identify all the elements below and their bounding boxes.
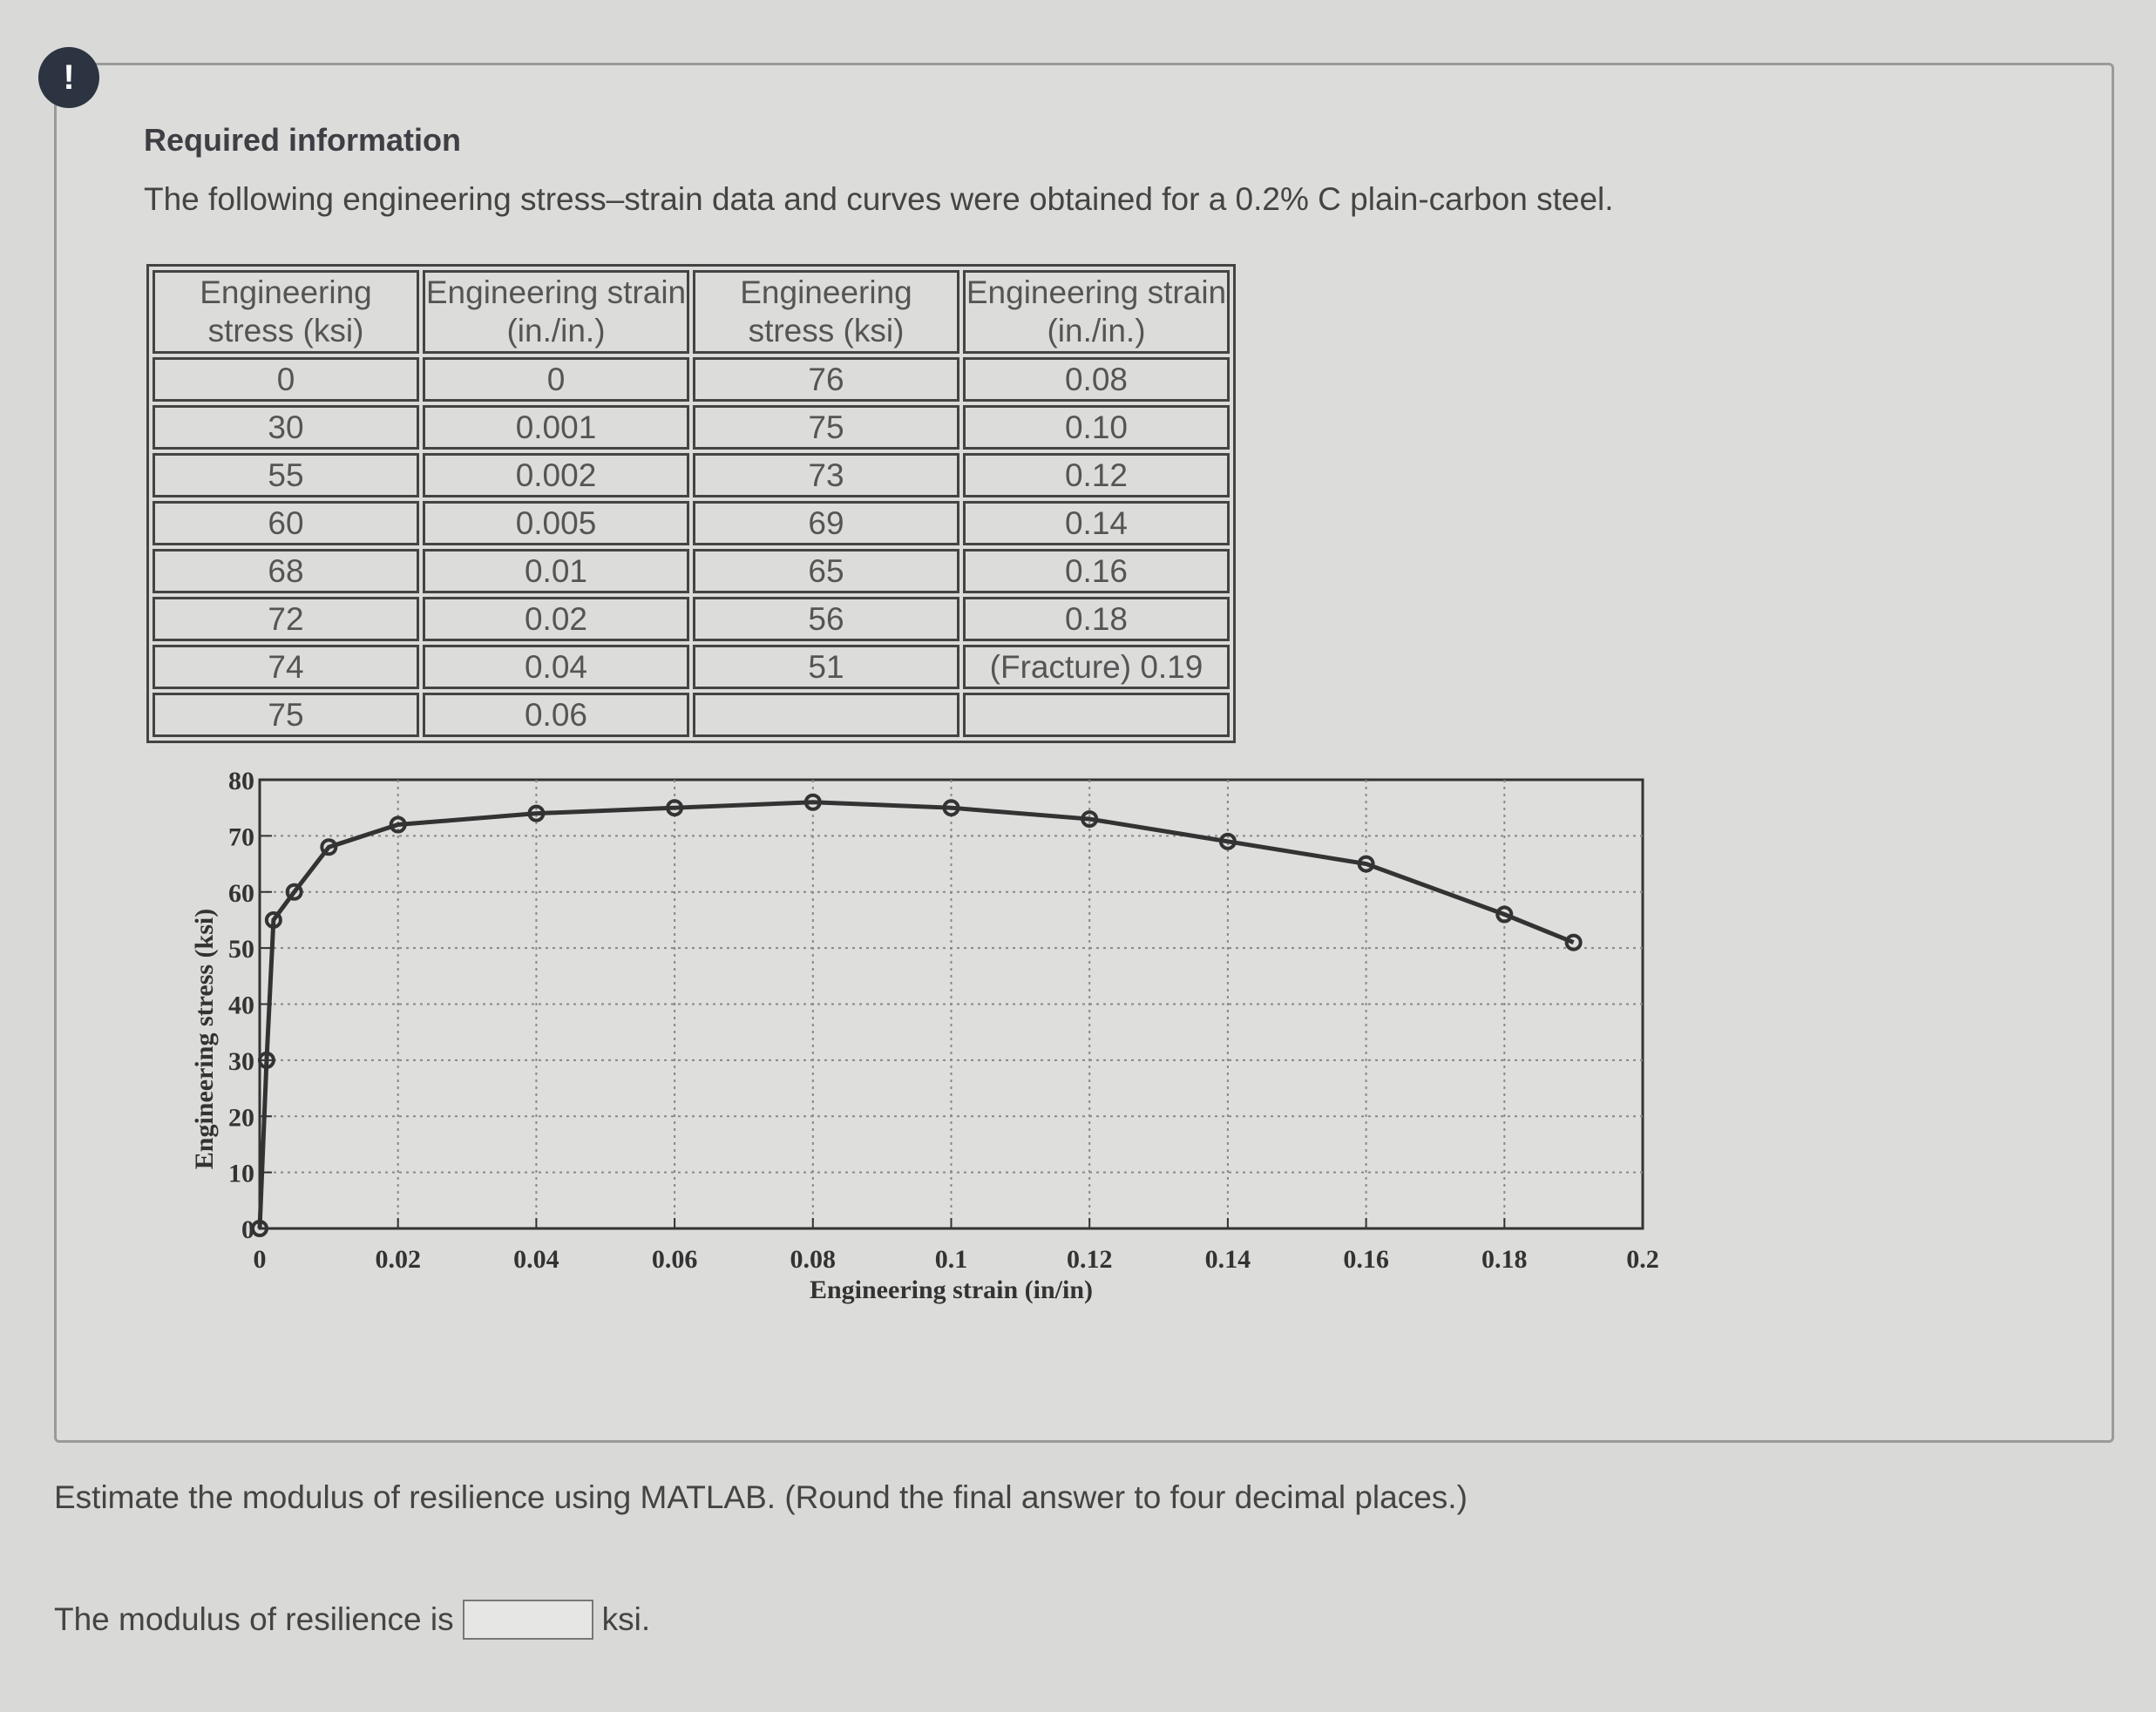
table-cell: (Fracture) 0.19 [963, 645, 1230, 689]
data-point [666, 799, 684, 817]
y-tick-label: 80 [228, 767, 254, 795]
x-tick-label: 0.02 [375, 1245, 421, 1274]
data-point [1218, 832, 1237, 850]
y-tick-label: 20 [228, 1103, 254, 1132]
data-point [1564, 933, 1583, 951]
table-cell: 75 [693, 405, 959, 450]
data-table: Engineering stress (ksi) Engineering stra… [146, 264, 1236, 743]
answer-unit: ksi. [601, 1601, 651, 1637]
table-row: 72 0.02 56 0.18 [153, 597, 1230, 641]
data-point [320, 838, 338, 856]
table-row: 74 0.04 51 (Fracture) 0.19 [153, 645, 1230, 689]
y-tick-label: 30 [228, 1047, 254, 1076]
table-cell: 60 [153, 501, 419, 545]
section-title: Required information [144, 122, 462, 158]
table-row: 60 0.005 69 0.14 [153, 501, 1230, 545]
data-point [1357, 855, 1375, 873]
table-cell: 0.14 [963, 501, 1230, 545]
x-tick-label: 0.1 [935, 1245, 968, 1274]
y-tick-label: 10 [228, 1160, 254, 1188]
x-axis-label: Engineering strain (in/in) [810, 1276, 1093, 1304]
y-tick-label: 50 [228, 935, 254, 964]
table-cell: 69 [693, 501, 959, 545]
table-cell: 51 [693, 645, 959, 689]
table-row: 30 0.001 75 0.10 [153, 405, 1230, 450]
alert-icon: ! [38, 47, 99, 108]
table-cell: 0.08 [963, 357, 1230, 402]
question-text: Estimate the modulus of resilience using… [54, 1479, 1468, 1515]
answer-input[interactable] [462, 1600, 593, 1640]
x-tick-label: 0.16 [1343, 1245, 1389, 1274]
x-tick-label: 0.2 [1626, 1245, 1659, 1274]
answer-row: The modulus of resilience is ksi. [54, 1600, 650, 1640]
data-line [257, 800, 1575, 1229]
table-cell: 0.005 [423, 501, 689, 545]
table-cell: 0.01 [423, 549, 689, 593]
table-cell [693, 693, 959, 737]
table-cell: 0 [153, 357, 419, 402]
data-point [264, 910, 282, 929]
table-row: 75 0.06 [153, 693, 1230, 737]
table-cell: 75 [153, 693, 419, 737]
data-point [803, 793, 822, 811]
y-axis-label: Engineering stress (ksi) [190, 909, 219, 1169]
table-cell: 0.001 [423, 405, 689, 450]
table-cell: 0.02 [423, 597, 689, 641]
data-point [942, 799, 960, 817]
x-tick-label: 0.04 [513, 1245, 559, 1274]
data-point [1495, 905, 1514, 924]
table-cell: 72 [153, 597, 419, 641]
table-cell: 74 [153, 645, 419, 689]
column-header: Engineering stress (ksi) [153, 270, 419, 354]
table-cell: 30 [153, 405, 419, 450]
table-cell: 0.002 [423, 453, 689, 497]
table-cell: 0.06 [423, 693, 689, 737]
table-cell: 0.18 [963, 597, 1230, 641]
x-tick-label: 0.18 [1481, 1245, 1528, 1274]
y-tick-label: 0 [241, 1215, 254, 1244]
answer-prefix: The modulus of resilience is [54, 1601, 454, 1637]
table-cell: 76 [693, 357, 959, 402]
data-point [527, 804, 546, 822]
table-cell: 0.04 [423, 645, 689, 689]
table-cell: 55 [153, 453, 419, 497]
table-cell: 0.12 [963, 453, 1230, 497]
table-cell: 56 [693, 597, 959, 641]
table-cell: 68 [153, 549, 419, 593]
header-row: Engineering stress (ksi) Engineering stra… [153, 270, 1230, 354]
table-cell: 73 [693, 453, 959, 497]
data-point [251, 1220, 268, 1237]
table-row: 68 0.01 65 0.16 [153, 549, 1230, 593]
y-tick-label: 40 [228, 991, 254, 1020]
data-point [285, 883, 303, 901]
table-row: 55 0.002 73 0.12 [153, 453, 1230, 497]
data-point [389, 815, 407, 834]
x-tick-label: 0.06 [652, 1245, 698, 1274]
data-point [1081, 810, 1099, 829]
x-tick-label: 0.12 [1067, 1245, 1113, 1274]
table-cell: 0.10 [963, 405, 1230, 450]
column-header: Engineering strain (in./in.) [423, 270, 689, 354]
table-cell: 0 [423, 357, 689, 402]
y-tick-label: 60 [228, 879, 254, 908]
x-tick-label: 0.14 [1205, 1245, 1251, 1274]
column-header: Engineering stress (ksi) [693, 270, 959, 354]
x-tick-label: 0.08 [790, 1245, 837, 1274]
data-point [257, 1051, 275, 1069]
x-tick-label: 0 [254, 1245, 267, 1274]
column-header: Engineering strain (in./in.) [963, 270, 1230, 354]
y-tick-label: 70 [228, 822, 254, 851]
table-cell: 0.16 [963, 549, 1230, 593]
table-cell [963, 693, 1230, 737]
table-row: 0 0 76 0.08 [153, 357, 1230, 402]
table-cell: 65 [693, 549, 959, 593]
intro-text: The following engineering stress–strain … [144, 181, 1614, 217]
